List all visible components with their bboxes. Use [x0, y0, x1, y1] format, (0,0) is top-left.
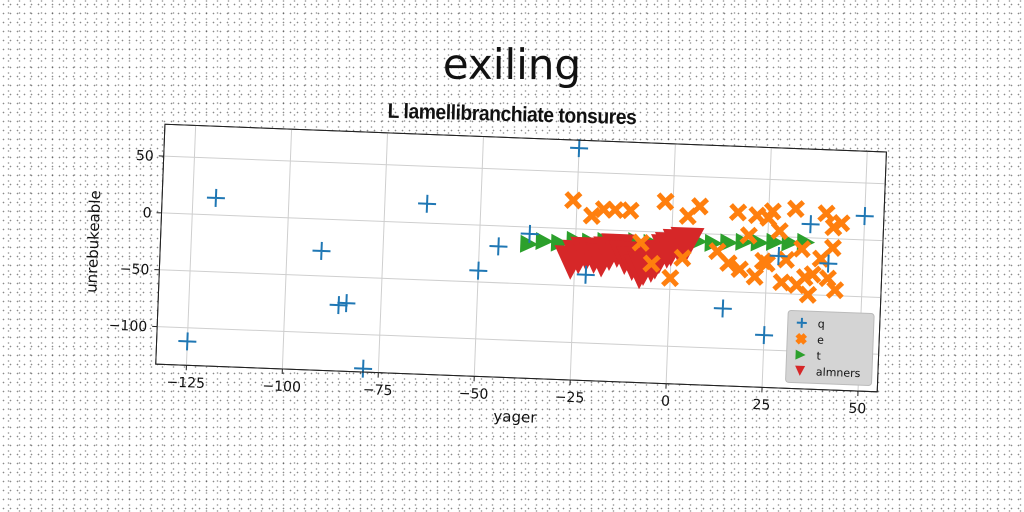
x-tick-label: 50 — [848, 401, 866, 418]
point-e — [770, 221, 789, 241]
point-q — [469, 261, 488, 280]
point-e — [605, 200, 625, 220]
x-grid-line — [377, 132, 389, 373]
point-e — [673, 248, 692, 268]
point-q — [312, 241, 331, 260]
legend-entry-e: e — [795, 333, 824, 347]
point-almners — [670, 226, 705, 262]
point-e — [730, 260, 749, 279]
point-e — [719, 253, 738, 273]
point-e — [690, 197, 710, 216]
point-q — [178, 332, 197, 351]
point-q — [755, 326, 774, 345]
y-axis-label: unrebukeable — [82, 190, 104, 293]
data-series — [178, 139, 874, 378]
y-tick-label: 0 — [142, 205, 152, 221]
point-e — [823, 238, 842, 257]
y-tick-label: −50 — [119, 261, 149, 278]
legend-label: e — [817, 333, 824, 346]
x-tick-label: 0 — [661, 394, 671, 410]
x-grid-line — [473, 136, 484, 377]
y-grid-line — [163, 155, 886, 185]
legend-marker-almners — [795, 365, 806, 376]
series-e — [564, 191, 851, 304]
point-q — [329, 296, 348, 315]
x-axis-ticks: −125 −100 −75 −50 −25 0 25 50 — [166, 365, 867, 418]
x-tick-label: −100 — [262, 378, 301, 395]
y-grid-line — [159, 269, 881, 298]
point-t — [750, 233, 769, 252]
point-e — [817, 204, 836, 223]
point-q — [354, 359, 373, 378]
point-q — [206, 188, 225, 207]
point-e — [786, 199, 806, 219]
x-tick-label: −75 — [363, 382, 393, 399]
series-q — [178, 139, 874, 378]
point-q — [489, 237, 508, 256]
x-tick-label: −25 — [554, 389, 584, 406]
point-e — [792, 239, 812, 259]
point-e — [777, 250, 796, 269]
point-e — [661, 268, 680, 288]
point-t — [519, 234, 539, 253]
y-grid-line — [161, 212, 884, 242]
legend-marker-q — [796, 317, 807, 328]
point-t — [704, 233, 723, 252]
point-e — [825, 280, 845, 300]
point-e — [803, 265, 822, 284]
x-tick-label: 25 — [752, 397, 770, 414]
point-e — [763, 202, 782, 221]
point-q — [576, 265, 595, 284]
point-e — [745, 267, 764, 286]
x-tick-label: −125 — [166, 375, 205, 392]
point-e — [642, 254, 661, 273]
legend: qet almners — [785, 309, 875, 386]
point-e — [582, 206, 602, 225]
point-e — [798, 285, 818, 304]
point-e — [621, 201, 640, 220]
point-e — [757, 254, 777, 273]
legend-entry-q: q — [796, 317, 825, 331]
y-axis-ticks: −100 −50 0 50 — [108, 148, 164, 335]
point-t — [766, 232, 785, 251]
point-e — [818, 269, 837, 288]
point-e — [832, 213, 851, 233]
x-tick-label: −50 — [458, 386, 488, 403]
y-grid-line — [157, 326, 879, 355]
point-q — [418, 194, 437, 213]
point-q — [713, 299, 732, 318]
point-q — [819, 254, 838, 273]
point-e — [656, 192, 675, 211]
point-q — [520, 224, 539, 243]
legend-label: q — [818, 317, 825, 330]
legend-box — [785, 309, 875, 386]
plot-area — [155, 123, 887, 393]
point-t — [550, 233, 570, 252]
x-grid-line — [281, 129, 293, 369]
legend-marker-t — [795, 349, 806, 360]
point-e — [772, 273, 791, 292]
point-q — [855, 207, 874, 226]
point-q — [570, 139, 589, 158]
legend-label: t — [816, 349, 821, 362]
point-e — [631, 233, 650, 252]
legend-marker-e — [795, 333, 808, 345]
point-q — [801, 215, 820, 234]
y-tick-label: −100 — [108, 318, 147, 335]
plot-frame — [155, 123, 887, 393]
point-e — [728, 203, 748, 222]
legend-label: almners — [816, 365, 861, 380]
x-grid-line — [185, 125, 197, 366]
point-e — [739, 226, 758, 245]
y-tick-label: 50 — [136, 148, 154, 165]
point-e — [564, 191, 583, 210]
point-q — [337, 294, 356, 313]
x-axis-label: yager — [493, 407, 537, 427]
legend-entry-t: t — [795, 349, 822, 363]
legend-entry-almners: almners — [795, 365, 861, 380]
point-t — [535, 231, 554, 250]
point-q — [769, 246, 788, 266]
